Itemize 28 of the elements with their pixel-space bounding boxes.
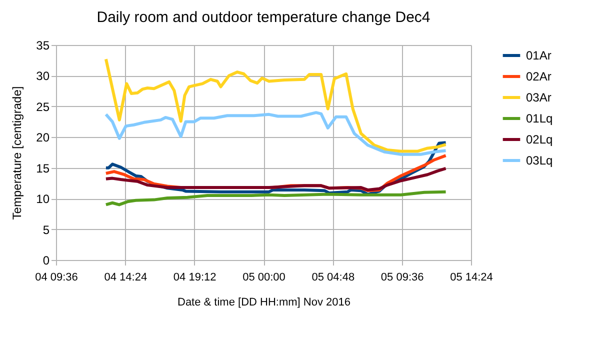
y-tick-label: 10	[36, 192, 50, 206]
x-tick-label: 05 04:48	[312, 272, 355, 284]
y-tick-label: 5	[42, 222, 50, 237]
y-tick-label: 20	[36, 130, 50, 145]
x-tick-label: 05 00:00	[242, 272, 286, 284]
y-axis-title: Temperature [centigrade]	[10, 86, 24, 220]
legend-label: 01Ar	[526, 48, 552, 62]
x-axis-title: Date & time [DD HH:mm] Nov 2016	[178, 296, 350, 308]
y-tick-label: 25	[36, 100, 50, 114]
line-series	[104, 190, 448, 206]
y-tick-label: 15	[36, 161, 50, 176]
x-tick-label: 04 19:12	[173, 272, 216, 284]
y-tick-label: 0	[42, 254, 50, 268]
legend-label: 02Lq	[526, 132, 553, 146]
legend-label: 03Lq	[526, 154, 553, 168]
line-series	[104, 58, 448, 153]
line-series	[104, 111, 448, 156]
line-series	[104, 166, 448, 192]
legend-label: 03Ar	[526, 90, 552, 104]
y-tick-label: 30	[36, 69, 50, 84]
x-tick-label: 04 14:24	[104, 272, 148, 284]
x-tick-label: 05 09:36	[380, 272, 424, 284]
x-tick-label: 05 14:24	[450, 272, 493, 284]
legend-label: 01Lq	[526, 112, 553, 126]
legend-label: 02Ar	[526, 70, 552, 84]
y-tick-label: 35	[36, 38, 50, 52]
x-tick-label: 04 09:36	[35, 272, 78, 284]
chart-title: Daily room and outdoor temperature change Dec4	[96, 9, 430, 26]
